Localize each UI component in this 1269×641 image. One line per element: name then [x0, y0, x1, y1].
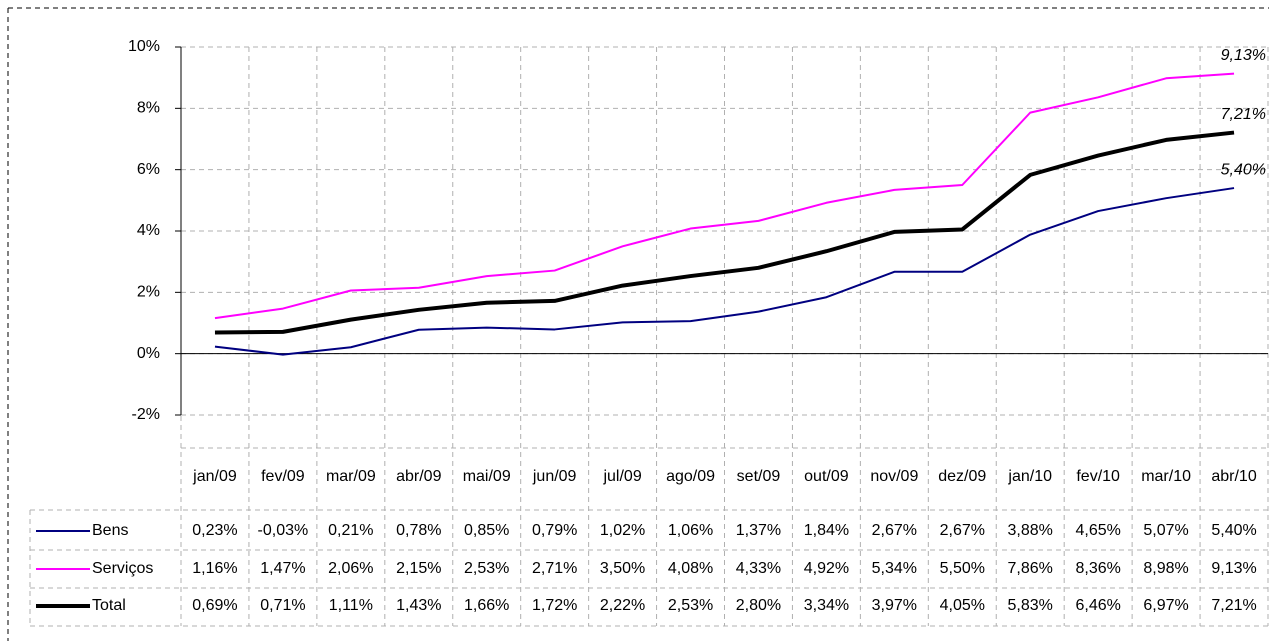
- table-cell: 1,84%: [804, 522, 849, 539]
- table-cell: 3,50%: [600, 560, 645, 577]
- table-cell: 0,23%: [192, 522, 237, 539]
- table-cell: 6,46%: [1075, 597, 1120, 614]
- x-tick-label: out/09: [804, 468, 849, 485]
- table-cell: 5,50%: [940, 560, 985, 577]
- table-cell: 5,83%: [1008, 597, 1053, 614]
- table-cell: 5,40%: [1211, 522, 1256, 539]
- legend-label: Total: [92, 597, 126, 614]
- table-cell: 1,02%: [600, 522, 645, 539]
- end-label: 7,21%: [1221, 106, 1266, 123]
- y-tick-label: 2%: [137, 284, 160, 301]
- line: [214, 72, 1235, 320]
- table-cell: 0,79%: [532, 522, 577, 539]
- x-tick-label: fev/10: [1076, 468, 1120, 485]
- y-tick-label: 4%: [137, 222, 160, 239]
- table-cell: 1,37%: [736, 522, 781, 539]
- y-tick-label: -2%: [132, 406, 160, 423]
- x-tick-label: dez/09: [938, 468, 986, 485]
- table-cell: 5,07%: [1143, 522, 1188, 539]
- legend-label: Bens: [92, 522, 128, 539]
- x-tick-label: set/09: [737, 468, 781, 485]
- table-cell: 7,86%: [1008, 560, 1053, 577]
- end-label: 9,13%: [1221, 47, 1266, 64]
- table-cell: 0,21%: [328, 522, 373, 539]
- table-cell: 2,53%: [464, 560, 509, 577]
- end-label: 5,40%: [1221, 161, 1266, 178]
- x-tick-label: fev/09: [261, 468, 305, 485]
- table-cell: 2,06%: [328, 560, 373, 577]
- table-cell: 1,06%: [668, 522, 713, 539]
- table-cell: 9,13%: [1211, 560, 1256, 577]
- x-tick-label: mai/09: [463, 468, 511, 485]
- table-cell: 0,85%: [464, 522, 509, 539]
- y-tick-label: 6%: [137, 161, 160, 178]
- table-cell: 1,66%: [464, 597, 509, 614]
- table-cell: 4,92%: [804, 560, 849, 577]
- table-cell: 2,67%: [940, 522, 985, 539]
- table-cell: 3,97%: [872, 597, 917, 614]
- table-cell: 2,80%: [736, 597, 781, 614]
- table-cell: 8,36%: [1075, 560, 1120, 577]
- table-cell: 1,43%: [396, 597, 441, 614]
- y-tick-label: 10%: [128, 38, 160, 55]
- table-cell: 0,69%: [192, 597, 237, 614]
- table-cell: 1,16%: [192, 560, 237, 577]
- table-cell: 5,34%: [872, 560, 917, 577]
- table-cell: 2,53%: [668, 597, 713, 614]
- x-tick-label: jul/09: [602, 468, 641, 485]
- table-cell: 0,71%: [260, 597, 305, 614]
- x-tick-label: ago/09: [666, 468, 715, 485]
- table-cell: 2,71%: [532, 560, 577, 577]
- line: [214, 187, 1235, 356]
- table-cell: -0,03%: [258, 522, 309, 539]
- table-cell: 3,88%: [1008, 522, 1053, 539]
- table-cell: 1,47%: [260, 560, 305, 577]
- table-cell: 4,05%: [940, 597, 985, 614]
- table-cell: 7,21%: [1211, 597, 1256, 614]
- table-cell: 4,65%: [1075, 522, 1120, 539]
- x-tick-label: abr/10: [1211, 468, 1256, 485]
- table-cell: 8,98%: [1143, 560, 1188, 577]
- table-cell: 2,15%: [396, 560, 441, 577]
- x-tick-label: abr/09: [396, 468, 441, 485]
- x-tick-label: mar/10: [1141, 468, 1191, 485]
- table-cell: 0,78%: [396, 522, 441, 539]
- legend-label: Serviços: [92, 560, 153, 577]
- x-tick-label: mar/09: [326, 468, 376, 485]
- y-tick-label: 8%: [137, 100, 160, 117]
- table-cell: 1,11%: [329, 597, 373, 614]
- line: [214, 130, 1235, 335]
- y-tick-label: 0%: [137, 345, 160, 362]
- x-tick-label: nov/09: [870, 468, 918, 485]
- x-tick-label: jun/09: [532, 468, 577, 485]
- x-tick-label: jan/10: [1007, 468, 1052, 485]
- table-cell: 6,97%: [1143, 597, 1188, 614]
- table-cell: 1,72%: [532, 597, 577, 614]
- table-cell: 2,22%: [600, 597, 645, 614]
- table-cell: 4,08%: [668, 560, 713, 577]
- table-cell: 3,34%: [804, 597, 849, 614]
- x-tick-label: jan/09: [192, 468, 237, 485]
- table-cell: 4,33%: [736, 560, 781, 577]
- table-cell: 2,67%: [872, 522, 917, 539]
